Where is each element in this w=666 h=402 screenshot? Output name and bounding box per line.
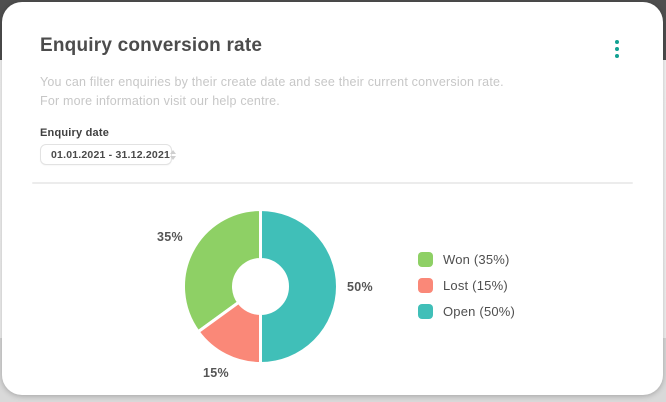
card-header: Enquiry conversion rate You can filter e… bbox=[2, 2, 663, 165]
conversion-donut-chart: 35% 15% 50% Won (35%) Lost (15%) Open (5… bbox=[2, 184, 663, 396]
slice-label-open: 50% bbox=[347, 280, 373, 294]
legend-label: Open (50%) bbox=[443, 304, 516, 319]
select-stepper-icon bbox=[170, 149, 177, 160]
description-line-1: You can filter enquiries by their create… bbox=[40, 75, 504, 89]
legend-item-open[interactable]: Open (50%) bbox=[418, 304, 515, 319]
enquiry-conversion-card: Enquiry conversion rate You can filter e… bbox=[2, 2, 663, 395]
kebab-menu-icon[interactable] bbox=[609, 36, 625, 62]
enquiry-date-label: Enquiry date bbox=[40, 127, 110, 139]
legend-item-lost[interactable]: Lost (15%) bbox=[418, 278, 515, 293]
page-title: Enquiry conversion rate bbox=[40, 35, 263, 56]
legend-swatch bbox=[418, 252, 433, 267]
date-range-select[interactable]: 01.01.2021 - 31.12.2021 bbox=[40, 144, 177, 165]
chart-legend: Won (35%) Lost (15%) Open (50%) bbox=[418, 252, 515, 330]
legend-item-won[interactable]: Won (35%) bbox=[418, 252, 515, 267]
legend-swatch bbox=[418, 278, 433, 293]
legend-swatch bbox=[418, 304, 433, 319]
legend-label: Won (35%) bbox=[443, 252, 510, 267]
donut-segment-won[interactable] bbox=[182, 207, 262, 334]
card-description: You can filter enquiries by their create… bbox=[40, 73, 625, 111]
date-range-value: 01.01.2021 - 31.12.2021 bbox=[51, 148, 171, 161]
description-line-2: For more information visit our help cent… bbox=[40, 94, 280, 108]
slice-label-won: 35% bbox=[157, 230, 183, 244]
donut-segment-open[interactable] bbox=[259, 207, 339, 366]
slice-label-lost: 15% bbox=[203, 366, 229, 380]
legend-label: Lost (15%) bbox=[443, 278, 508, 293]
divider bbox=[32, 182, 633, 184]
donut-svg bbox=[182, 207, 339, 366]
